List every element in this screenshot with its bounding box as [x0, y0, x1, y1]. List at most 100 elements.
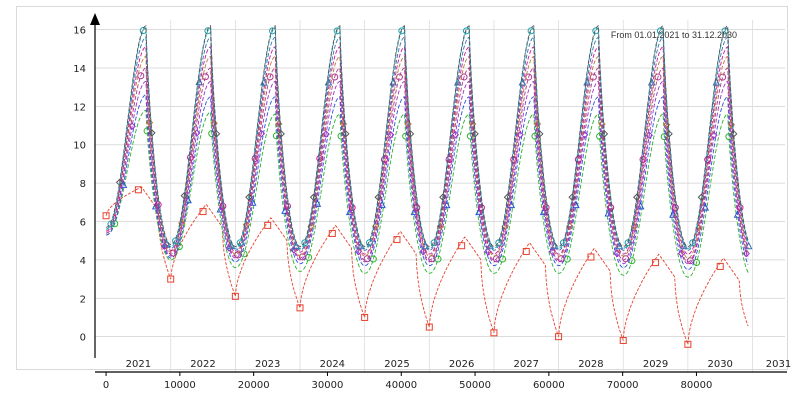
series-marker: [374, 193, 382, 201]
series-marker: [619, 336, 627, 344]
series-marker: [686, 257, 694, 265]
series-marker: [716, 262, 724, 270]
series-marker: [557, 255, 565, 263]
series-marker: [281, 206, 289, 214]
series-marker: [242, 220, 251, 229]
series-marker: [568, 193, 576, 201]
series-marker: [356, 241, 365, 250]
series-line: [106, 55, 749, 259]
series-marker: [309, 193, 318, 201]
series-line: [106, 67, 749, 263]
y-tick-label: 8: [80, 179, 86, 190]
x-tick-label: 0: [103, 380, 109, 391]
series-marker: [428, 255, 436, 263]
series-marker: [277, 130, 285, 138]
series-marker: [725, 133, 733, 141]
series-marker: [264, 221, 272, 229]
series-line: [106, 109, 749, 278]
year-label: 2029: [643, 359, 668, 370]
series-line: [106, 46, 749, 255]
series-marker: [639, 156, 647, 164]
series-line: [106, 94, 749, 270]
series-marker: [592, 27, 600, 35]
series-marker: [613, 249, 621, 258]
series-line: [106, 26, 749, 249]
series-marker: [128, 122, 136, 130]
series-marker: [342, 130, 350, 138]
x-tick-label: 10000: [164, 380, 196, 391]
y-tick-label: 2: [80, 294, 86, 305]
year-label: 2028: [578, 359, 603, 370]
series-marker: [169, 249, 177, 257]
series-marker: [313, 199, 322, 207]
series-marker: [684, 340, 692, 348]
series-marker: [419, 247, 427, 256]
series-marker: [555, 333, 563, 341]
series-marker: [212, 130, 221, 138]
grid-lines: [95, 20, 785, 372]
year-label: 2023: [255, 359, 280, 370]
series-marker: [539, 207, 548, 216]
series-marker: [596, 132, 604, 140]
series-marker: [671, 204, 679, 212]
series-marker: [652, 259, 660, 267]
series-marker: [134, 186, 142, 194]
series-marker: [680, 241, 688, 250]
series-marker: [393, 236, 401, 244]
series-marker: [458, 242, 466, 250]
series-marker: [425, 323, 433, 331]
series-marker: [589, 73, 597, 81]
year-label: 2024: [320, 359, 345, 370]
y-tick-label: 12: [73, 102, 86, 113]
series-marker: [604, 208, 613, 217]
series-line: [105, 186, 749, 345]
x-tick-label: 20000: [238, 380, 270, 391]
series-marker: [406, 130, 415, 138]
series-marker: [462, 27, 470, 35]
series-marker: [345, 207, 354, 216]
y-axis-arrow-icon: [90, 13, 100, 25]
series-marker: [701, 202, 710, 211]
y-tick-label: 14: [73, 64, 86, 75]
series-marker: [542, 204, 550, 212]
chart-subtitle: From 01.01.2021 to 31.12.2030: [611, 30, 737, 40]
series-marker: [622, 255, 630, 263]
series-marker: [201, 73, 209, 81]
series-marker: [490, 329, 498, 337]
series-marker: [178, 219, 186, 227]
year-label: 2027: [514, 359, 539, 370]
axes: [90, 13, 787, 373]
series-marker: [730, 130, 738, 138]
series-marker: [697, 193, 706, 201]
series-marker: [421, 241, 430, 250]
series-marker: [453, 77, 462, 86]
year-label: 2026: [449, 359, 474, 370]
chart-frame: [16, 6, 788, 370]
x-tick-label: 60000: [533, 380, 565, 391]
year-labels: 2021 2022 2023 2024 2025 2026 2027 2028 2029 2030…: [126, 359, 792, 370]
data-series: [102, 25, 753, 348]
series-marker: [451, 131, 460, 139]
y-tick-label: 4: [80, 256, 86, 267]
year-label: 2031: [766, 359, 791, 370]
series-line: [106, 80, 749, 265]
series-marker: [180, 192, 188, 200]
series-marker: [744, 241, 753, 250]
series-marker: [148, 129, 156, 137]
series-marker: [145, 118, 154, 127]
series-marker: [369, 255, 377, 263]
series-marker: [645, 131, 654, 140]
series-marker: [522, 247, 530, 255]
series-marker: [102, 212, 110, 220]
x-tick-labels: 0 10000 20000 30000 40000 50000 60000 70000 8000…: [103, 372, 712, 391]
series-marker: [598, 120, 606, 128]
series-marker: [633, 193, 641, 201]
series-marker: [413, 204, 421, 212]
series-marker: [361, 313, 369, 321]
series-marker: [600, 130, 609, 138]
series-line: [106, 25, 749, 247]
series-marker: [225, 244, 233, 252]
series-marker: [471, 130, 479, 138]
y-tick-label: 6: [80, 218, 86, 229]
x-tick-label: 50000: [459, 380, 491, 391]
